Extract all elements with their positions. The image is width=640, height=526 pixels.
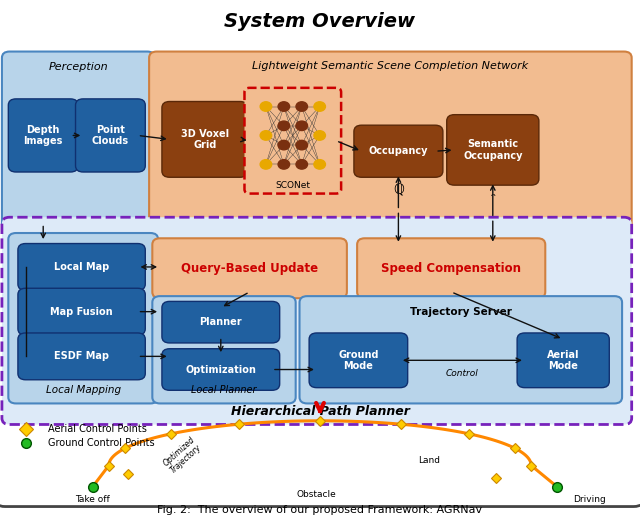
- Text: Occupancy: Occupancy: [369, 146, 428, 156]
- Text: Map Fusion: Map Fusion: [51, 307, 113, 317]
- FancyBboxPatch shape: [0, 0, 640, 507]
- Text: Optimized
Trajectory: Optimized Trajectory: [161, 434, 204, 476]
- FancyBboxPatch shape: [300, 296, 622, 403]
- Circle shape: [296, 160, 307, 169]
- Text: SCONet: SCONet: [275, 180, 310, 190]
- Text: Aerial
Mode: Aerial Mode: [547, 349, 579, 371]
- Text: Obstacle: Obstacle: [297, 490, 337, 499]
- FancyBboxPatch shape: [152, 238, 347, 298]
- Circle shape: [314, 131, 326, 140]
- Text: Semantic
Occupancy: Semantic Occupancy: [463, 139, 522, 161]
- Text: Point
Clouds: Point Clouds: [92, 125, 129, 146]
- Circle shape: [260, 131, 272, 140]
- FancyBboxPatch shape: [357, 238, 545, 298]
- Text: Local Map: Local Map: [54, 262, 109, 272]
- FancyBboxPatch shape: [8, 99, 78, 172]
- Text: Land: Land: [418, 456, 440, 465]
- FancyBboxPatch shape: [152, 296, 296, 403]
- FancyBboxPatch shape: [309, 333, 408, 388]
- FancyBboxPatch shape: [354, 125, 443, 177]
- Text: Lightweight Semantic Scene Completion Network: Lightweight Semantic Scene Completion Ne…: [252, 60, 529, 71]
- Text: Driving: Driving: [573, 495, 605, 504]
- Text: Hierarchical Path Planner: Hierarchical Path Planner: [230, 406, 410, 418]
- FancyBboxPatch shape: [517, 333, 609, 388]
- Text: Take off: Take off: [76, 495, 110, 504]
- FancyBboxPatch shape: [162, 349, 280, 390]
- Text: Trajectory Server: Trajectory Server: [410, 307, 512, 317]
- Text: System Overview: System Overview: [225, 12, 415, 31]
- Circle shape: [314, 160, 326, 169]
- Text: Ground Control Points: Ground Control Points: [48, 438, 155, 448]
- Circle shape: [314, 102, 326, 111]
- FancyBboxPatch shape: [2, 217, 632, 424]
- Circle shape: [278, 102, 290, 111]
- FancyBboxPatch shape: [447, 115, 539, 185]
- FancyBboxPatch shape: [18, 244, 145, 290]
- Text: Local Planner: Local Planner: [191, 385, 257, 395]
- Text: Aerial Control Points: Aerial Control Points: [48, 423, 147, 434]
- Text: Query-Based Update: Query-Based Update: [181, 262, 318, 275]
- Circle shape: [296, 102, 307, 111]
- Text: Perception: Perception: [49, 62, 108, 73]
- Circle shape: [278, 140, 290, 150]
- Text: ᵔ: ᵔ: [490, 193, 495, 205]
- FancyBboxPatch shape: [244, 88, 341, 194]
- Text: Optimization: Optimization: [186, 365, 256, 375]
- Text: Speed Compensation: Speed Compensation: [381, 262, 521, 275]
- Text: Ground
Mode: Ground Mode: [338, 349, 379, 371]
- Circle shape: [260, 160, 272, 169]
- FancyBboxPatch shape: [18, 288, 145, 335]
- Circle shape: [296, 121, 307, 130]
- Circle shape: [296, 140, 307, 150]
- FancyBboxPatch shape: [8, 233, 158, 403]
- Text: ESDF Map: ESDF Map: [54, 351, 109, 361]
- Circle shape: [260, 102, 272, 111]
- FancyBboxPatch shape: [162, 301, 280, 343]
- Text: Control: Control: [446, 369, 479, 378]
- FancyBboxPatch shape: [149, 52, 632, 230]
- FancyBboxPatch shape: [76, 99, 145, 172]
- Text: Planner: Planner: [200, 317, 242, 327]
- Circle shape: [278, 160, 290, 169]
- Text: 3D Voxel
Grid: 3D Voxel Grid: [180, 128, 229, 150]
- Text: Depth
Images: Depth Images: [24, 125, 63, 146]
- FancyBboxPatch shape: [18, 333, 145, 380]
- Circle shape: [278, 121, 290, 130]
- FancyBboxPatch shape: [162, 102, 248, 177]
- FancyBboxPatch shape: [2, 52, 155, 230]
- Text: Fig. 2:  The overview of our proposed Framework: AGRNav: Fig. 2: The overview of our proposed Fra…: [157, 505, 483, 515]
- Text: ℚ: ℚ: [393, 184, 404, 198]
- Text: Local Mapping: Local Mapping: [45, 385, 121, 395]
